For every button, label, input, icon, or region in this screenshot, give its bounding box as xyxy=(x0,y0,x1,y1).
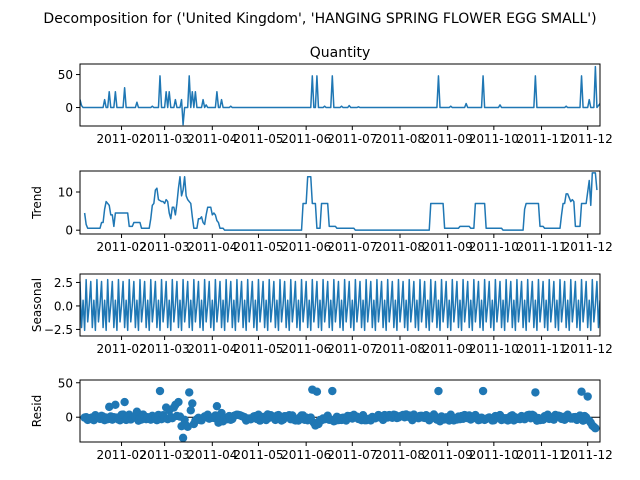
observed-plot-area xyxy=(80,65,600,126)
seasonal-xtick-label: 2011-07 xyxy=(327,342,377,356)
trend-xtick-label: 2011-06 xyxy=(281,240,331,254)
observed-panel: 0502011-022011-032011-042011-052011-0620… xyxy=(58,63,613,146)
resid-axes-frame xyxy=(79,379,601,443)
trend-panel: 0102011-022011-032011-042011-052011-0620… xyxy=(30,170,613,254)
trend-xtick-label: 2011-03 xyxy=(140,240,190,254)
resid-point xyxy=(120,397,129,407)
resid-xtick-label: 2011-09 xyxy=(423,448,473,462)
observed-xtick-label: 2011-05 xyxy=(233,132,283,146)
seasonal-xtick-label: 2011-05 xyxy=(233,342,283,356)
trend-xtick-label: 2011-07 xyxy=(327,240,377,254)
resid-xtick-label: 2011-04 xyxy=(187,448,237,462)
resid-point xyxy=(583,392,592,401)
observed-xtick-label: 2011-09 xyxy=(423,132,473,146)
resid-xtick-label: 2011-08 xyxy=(375,448,425,462)
trend-xtick-label: 2011-04 xyxy=(187,240,237,254)
observed-xtick-label: 2011-02 xyxy=(96,132,146,146)
resid-panel: 0502011-022011-032011-042011-052011-0620… xyxy=(30,376,613,462)
seasonal-xtick-label: 2011-04 xyxy=(187,342,237,356)
trend-plot-area xyxy=(83,172,598,231)
seasonal-xtick-label: 2011-08 xyxy=(375,342,425,356)
seasonal-xtick-label: 2011-11 xyxy=(516,342,566,356)
observed-axes-frame xyxy=(79,63,601,127)
seasonal-xtick-label: 2011-06 xyxy=(281,342,331,356)
resid-xtick-label: 2011-11 xyxy=(516,448,566,462)
resid-xtick-label: 2011-05 xyxy=(233,448,283,462)
resid-point xyxy=(188,399,197,408)
seasonal-xtick-label: 2011-03 xyxy=(140,342,190,356)
resid-point xyxy=(111,400,120,409)
resid-point xyxy=(312,387,322,396)
resid-xtick-label: 2011-02 xyxy=(96,448,146,462)
seasonal-axes-frame xyxy=(79,273,601,337)
resid-xtick-label: 2011-07 xyxy=(327,448,377,462)
observed-xtick-label: 2011-04 xyxy=(187,132,237,146)
trend-axes-frame xyxy=(79,170,601,235)
trend-series-line xyxy=(83,172,598,231)
panels: 0502011-022011-032011-042011-052011-0620… xyxy=(30,63,613,462)
resid-xtick-label: 2011-06 xyxy=(281,448,331,462)
resid-point xyxy=(155,386,165,396)
trend-xtick-label: 2011-11 xyxy=(516,240,566,254)
resid-point xyxy=(531,388,540,397)
observed-ytick-label: 0 xyxy=(65,101,73,115)
seasonal-series-line xyxy=(80,278,600,332)
seasonal-xtick-label: 2011-02 xyxy=(96,342,146,356)
trend-ytick-label: 10 xyxy=(58,186,73,200)
resid-xtick-label: 2011-12 xyxy=(563,448,613,462)
figure-suptitle: Decomposition for ('United Kingdom', 'HA… xyxy=(43,11,596,27)
resid-plot-area xyxy=(80,385,600,442)
observed-series-line xyxy=(80,65,600,126)
trend-xtick-label: 2011-10 xyxy=(469,240,519,254)
observed-xtick-label: 2011-06 xyxy=(281,132,331,146)
seasonal-xtick-label: 2011-09 xyxy=(423,342,473,356)
seasonal-plot-area xyxy=(80,278,600,332)
resid-point xyxy=(328,386,337,396)
resid-xtick-label: 2011-03 xyxy=(140,448,190,462)
resid-point xyxy=(478,386,488,396)
observed-ytick-label: 50 xyxy=(58,68,73,82)
resid-point xyxy=(434,386,443,396)
observed-xtick-label: 2011-12 xyxy=(563,132,613,146)
resid-point xyxy=(591,424,600,433)
seasonal-xtick-label: 2011-12 xyxy=(563,342,613,356)
trend-xtick-label: 2011-12 xyxy=(563,240,613,254)
resid-ylabel: Resid xyxy=(30,395,44,427)
observed-xtick-label: 2011-11 xyxy=(516,132,566,146)
resid-point xyxy=(577,387,586,396)
resid-point xyxy=(174,397,183,407)
observed-xtick-label: 2011-08 xyxy=(375,132,425,146)
trend-xtick-label: 2011-05 xyxy=(233,240,283,254)
resid-point xyxy=(212,401,222,411)
observed-xtick-label: 2011-07 xyxy=(327,132,377,146)
observed-panel-title: Quantity xyxy=(310,45,371,61)
resid-ytick-label: 50 xyxy=(58,376,73,390)
seasonal-xtick-label: 2011-10 xyxy=(469,342,519,356)
trend-xtick-label: 2011-09 xyxy=(423,240,473,254)
seasonal-ytick-label: −2.5 xyxy=(44,323,73,337)
observed-xtick-label: 2011-03 xyxy=(140,132,190,146)
seasonal-ytick-label: 2.5 xyxy=(54,276,73,290)
trend-ytick-label: 0 xyxy=(65,224,73,238)
trend-xtick-label: 2011-08 xyxy=(375,240,425,254)
resid-ytick-label: 0 xyxy=(65,411,73,425)
trend-xtick-label: 2011-02 xyxy=(96,240,146,254)
seasonal-ytick-label: 0.0 xyxy=(54,299,73,313)
seasonal-panel: −2.50.02.52011-022011-032011-042011-0520… xyxy=(30,273,613,356)
resid-xtick-label: 2011-10 xyxy=(469,448,519,462)
resid-point xyxy=(186,406,195,415)
trend-ylabel: Trend xyxy=(30,186,44,220)
resid-point xyxy=(178,433,188,442)
seasonal-ylabel: Seasonal xyxy=(30,278,44,332)
observed-xtick-label: 2011-10 xyxy=(469,132,519,146)
resid-point xyxy=(185,388,194,397)
